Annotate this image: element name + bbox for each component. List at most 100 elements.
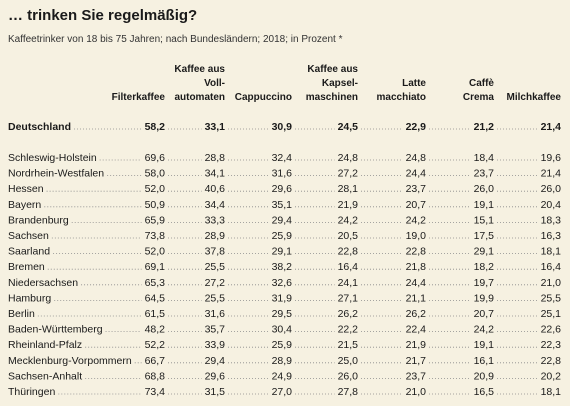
row-label: Bremen — [8, 261, 45, 273]
cell: 20,4 — [541, 199, 562, 211]
cell: 69,1 — [145, 261, 166, 273]
column-header: Voll- — [204, 78, 225, 89]
cell: 37,8 — [205, 246, 226, 258]
cell: 25,9 — [272, 230, 293, 242]
cell: 34,4 — [205, 199, 226, 211]
cell: 50,9 — [145, 199, 166, 211]
cell: 22,3 — [541, 339, 562, 351]
row-label: Sachsen-Anhalt — [8, 370, 82, 382]
column-header: Kaffee aus — [307, 64, 358, 75]
cell: 33,1 — [205, 121, 226, 133]
cell: 24,2 — [406, 214, 427, 226]
cell: 19,1 — [474, 339, 495, 351]
cell: 35,7 — [205, 324, 226, 336]
cell: 19,1 — [474, 199, 495, 211]
column-header: Caffè — [469, 78, 494, 89]
column-header: macchiato — [377, 92, 426, 103]
cell: 26,0 — [338, 370, 359, 382]
cell: 19,6 — [541, 152, 562, 164]
cell: 24,2 — [338, 214, 359, 226]
cell: 22,6 — [541, 324, 562, 336]
cell: 21,1 — [406, 292, 427, 304]
cell: 25,9 — [272, 339, 293, 351]
cell: 28,9 — [205, 230, 226, 242]
cell: 24,1 — [338, 277, 359, 289]
cell: 65,9 — [145, 214, 166, 226]
row-label: Thüringen — [8, 386, 55, 398]
row-label: Hessen — [8, 183, 44, 195]
cell: 61,5 — [145, 308, 166, 320]
cell: 21,4 — [541, 121, 562, 133]
cell: 25,1 — [541, 308, 562, 320]
cell: 31,9 — [272, 292, 293, 304]
cell: 26,2 — [406, 308, 427, 320]
cell: 27,8 — [338, 386, 359, 398]
cell: 31,6 — [272, 168, 293, 180]
cell: 32,6 — [272, 277, 293, 289]
row-label: Rheinland-Pfalz — [8, 339, 82, 351]
cell: 27,1 — [338, 292, 359, 304]
cell: 24,5 — [338, 121, 359, 133]
row-label: Mecklenburg-Vorpommern — [8, 355, 132, 367]
cell: 35,1 — [272, 199, 293, 211]
cell: 21,9 — [406, 339, 427, 351]
cell: 29,1 — [272, 246, 293, 258]
cell: 26,0 — [541, 183, 562, 195]
cell: 21,5 — [338, 339, 359, 351]
cell: 27,0 — [272, 386, 293, 398]
row-label: Nordrhein-Westfalen — [8, 168, 104, 180]
cell: 68,8 — [145, 370, 166, 382]
cell: 29,6 — [272, 183, 293, 195]
cell: 34,1 — [205, 168, 226, 180]
cell: 24,8 — [406, 152, 427, 164]
cell: 33,3 — [205, 214, 226, 226]
column-header: Milchkaffee — [507, 92, 562, 103]
cell: 23,7 — [474, 168, 495, 180]
cell: 22,8 — [338, 246, 359, 258]
cell: 21,0 — [541, 277, 562, 289]
cell: 20,7 — [406, 199, 427, 211]
column-header: maschinen — [306, 92, 358, 103]
cell: 25,0 — [338, 355, 359, 367]
cell: 18,3 — [541, 214, 562, 226]
cell: 52,0 — [145, 246, 166, 258]
column-header: Latte — [402, 78, 426, 89]
row-label: Saarland — [8, 246, 50, 258]
cell: 31,5 — [205, 386, 226, 398]
cell: 24,4 — [406, 168, 427, 180]
cell: 69,6 — [145, 152, 166, 164]
cell: 24,4 — [406, 277, 427, 289]
cell: 18,1 — [541, 386, 562, 398]
row-label: Hamburg — [8, 292, 51, 304]
cell: 18,4 — [474, 152, 495, 164]
cell: 65,3 — [145, 277, 166, 289]
cell: 18,1 — [541, 246, 562, 258]
cell: 21,8 — [406, 261, 427, 273]
row-label: Niedersachsen — [8, 277, 78, 289]
cell: 32,4 — [272, 152, 293, 164]
cell: 28,8 — [205, 152, 226, 164]
cell: 16,3 — [541, 230, 562, 242]
cell: 40,6 — [205, 183, 226, 195]
cell: 27,2 — [205, 277, 226, 289]
column-header: Crema — [463, 92, 495, 103]
row-label: Schleswig-Holstein — [8, 152, 97, 164]
cell: 28,9 — [272, 355, 293, 367]
row-label: Baden-Württemberg — [8, 324, 103, 336]
row-label: Bayern — [8, 199, 41, 211]
cell: 73,4 — [145, 386, 166, 398]
cell: 22,2 — [338, 324, 359, 336]
cell: 24,8 — [338, 152, 359, 164]
cell: 33,9 — [205, 339, 226, 351]
subtitle: Kaffeetrinker von 18 bis 75 Jahren; nach… — [8, 34, 343, 45]
cell: 17,5 — [474, 230, 495, 242]
cell: 21,9 — [338, 199, 359, 211]
row-label: Sachsen — [8, 230, 49, 242]
cell: 48,2 — [145, 324, 166, 336]
cell: 25,5 — [205, 292, 226, 304]
cell: 22,8 — [406, 246, 427, 258]
cell: 29,4 — [205, 355, 226, 367]
cell: 26,2 — [338, 308, 359, 320]
cell: 15,1 — [474, 214, 495, 226]
cell: 16,4 — [338, 261, 359, 273]
